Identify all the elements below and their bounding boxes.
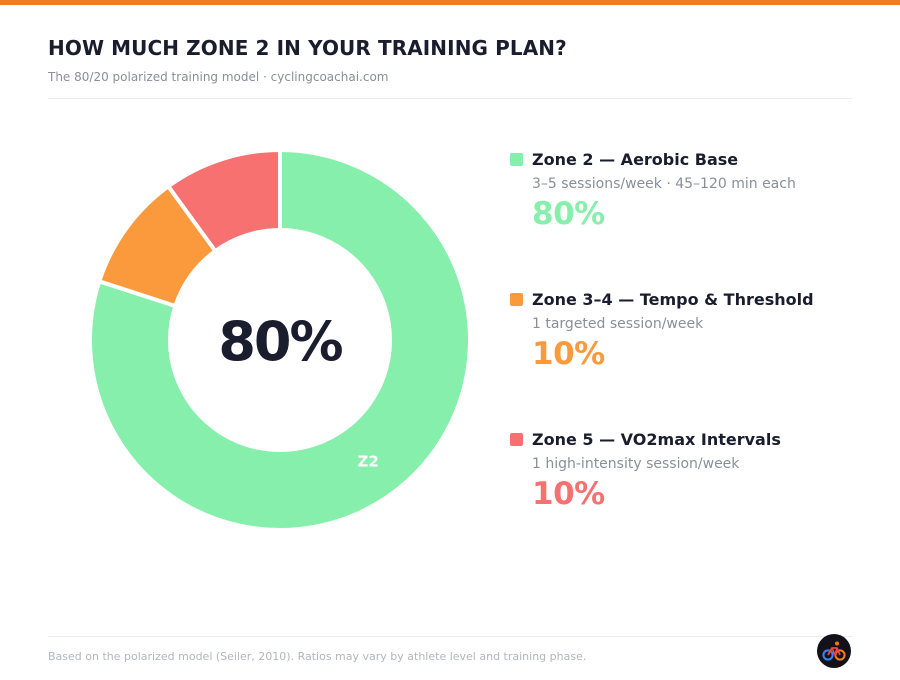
legend-header: Zone 5 — VO2max Intervals [510, 430, 850, 449]
legend-description: 1 targeted session/week [532, 316, 704, 332]
chart-subtitle: The 80/20 polarized training model · cyc… [48, 70, 389, 84]
legend-item-zone5: Zone 5 — VO2max Intervals 1 high-intensit… [510, 430, 850, 512]
header-divider [48, 98, 852, 99]
legend-description: 1 high-intensity session/week [532, 456, 740, 472]
legend-value: 10% [532, 476, 605, 512]
top-accent-bar [0, 0, 900, 5]
donut-center-value: 80% [218, 310, 342, 373]
legend-description: 3–5 sessions/week · 45–120 min each [532, 176, 796, 192]
donut-slice-zone5 [166, 148, 282, 254]
legend-swatch [510, 433, 523, 446]
legend-header: Zone 2 — Aerobic Base [510, 150, 850, 169]
legend-item-zone34: Zone 3–4 — Tempo & Threshold 1 targeted s… [510, 290, 850, 372]
brand-logo [817, 634, 851, 668]
donut-svg: Z2 80% [88, 148, 472, 532]
footnote: Based on the polarized model (Seiler, 20… [48, 650, 587, 663]
donut-slice-zone2 [88, 148, 472, 532]
legend-value: 10% [532, 336, 605, 372]
slice-label-zone2: Z2 [358, 452, 379, 470]
legend-header: Zone 3–4 — Tempo & Threshold [510, 290, 850, 309]
cyclist-icon [817, 634, 851, 668]
donut-chart: Z2 80% [80, 140, 480, 540]
legend-value: 80% [532, 196, 605, 232]
legend-swatch [510, 293, 523, 306]
legend-label: Zone 2 — Aerobic Base [532, 150, 739, 169]
chart-title: HOW MUCH ZONE 2 IN YOUR TRAINING PLAN? [48, 36, 567, 60]
legend-label: Zone 3–4 — Tempo & Threshold [532, 290, 814, 309]
legend-label: Zone 5 — VO2max Intervals [532, 430, 781, 449]
legend-swatch [510, 153, 523, 166]
footer-divider [48, 636, 852, 637]
legend-item-zone2: Zone 2 — Aerobic Base 3–5 sessions/week ·… [510, 150, 850, 232]
